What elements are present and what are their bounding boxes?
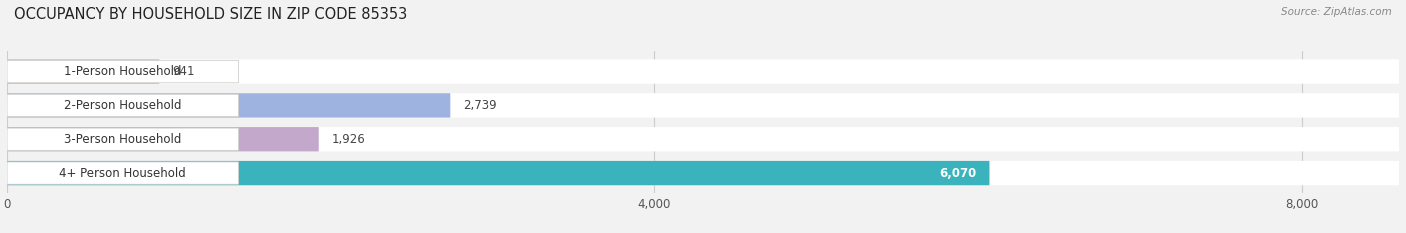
FancyBboxPatch shape: [7, 59, 1399, 84]
Text: 1-Person Household: 1-Person Household: [65, 65, 181, 78]
Text: OCCUPANCY BY HOUSEHOLD SIZE IN ZIP CODE 85353: OCCUPANCY BY HOUSEHOLD SIZE IN ZIP CODE …: [14, 7, 408, 22]
Text: 2-Person Household: 2-Person Household: [65, 99, 181, 112]
FancyBboxPatch shape: [7, 93, 1399, 118]
FancyBboxPatch shape: [7, 93, 450, 118]
Text: 941: 941: [173, 65, 195, 78]
Text: Source: ZipAtlas.com: Source: ZipAtlas.com: [1281, 7, 1392, 17]
FancyBboxPatch shape: [7, 60, 239, 83]
Text: 1,926: 1,926: [332, 133, 366, 146]
FancyBboxPatch shape: [7, 127, 1399, 151]
FancyBboxPatch shape: [7, 94, 239, 116]
Text: 2,739: 2,739: [464, 99, 496, 112]
Text: 4+ Person Household: 4+ Person Household: [59, 167, 186, 180]
Text: 3-Person Household: 3-Person Household: [65, 133, 181, 146]
FancyBboxPatch shape: [7, 162, 239, 184]
Text: 6,070: 6,070: [939, 167, 977, 180]
FancyBboxPatch shape: [7, 59, 159, 84]
FancyBboxPatch shape: [7, 161, 1399, 185]
FancyBboxPatch shape: [7, 161, 990, 185]
FancyBboxPatch shape: [7, 128, 239, 151]
FancyBboxPatch shape: [7, 127, 319, 151]
